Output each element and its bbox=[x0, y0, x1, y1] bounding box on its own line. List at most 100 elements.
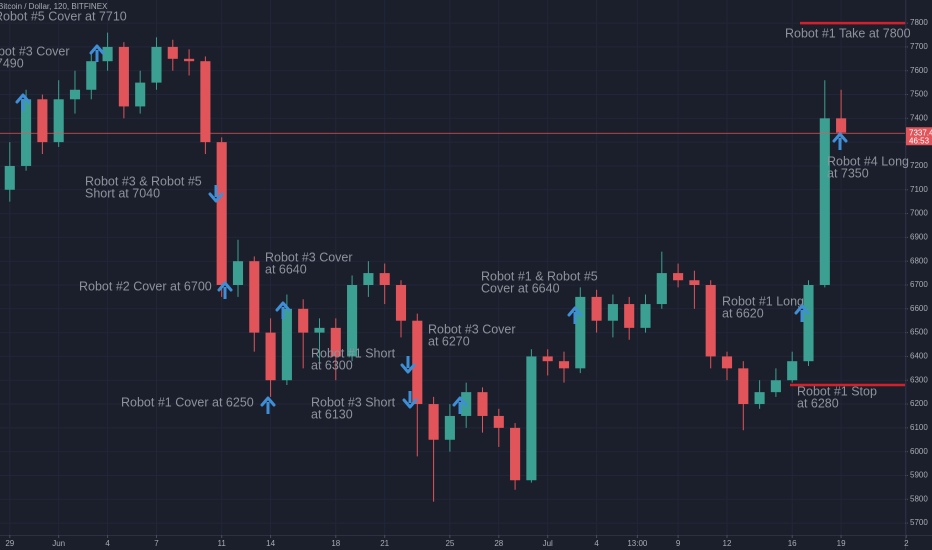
candle-body bbox=[673, 273, 684, 281]
candle-body bbox=[298, 308, 309, 333]
annotation: Robot #3 Cover bbox=[265, 250, 353, 264]
y-tick-label: 6600 bbox=[910, 304, 928, 313]
candle-body bbox=[689, 280, 700, 285]
candle-body bbox=[510, 427, 521, 481]
y-tick-label: 7400 bbox=[910, 113, 928, 122]
x-tick-label: 14 bbox=[266, 539, 275, 548]
candle-body bbox=[803, 285, 814, 362]
chart-title: Bitcoin / Dollar, 120, BITFINEX bbox=[0, 2, 108, 11]
candle-body bbox=[200, 61, 211, 143]
annotation: at 6270 bbox=[428, 334, 470, 348]
annotation: Short at 7040 bbox=[85, 186, 160, 200]
arrow-head bbox=[567, 306, 583, 317]
arrow-head bbox=[217, 281, 233, 292]
annotation: Robot #2 Cover at 6700 bbox=[79, 279, 212, 293]
candle-body bbox=[118, 46, 129, 107]
annotation: Robot #1 Long bbox=[722, 294, 804, 308]
x-tick-label: 7 bbox=[154, 539, 159, 548]
annotation: Robot #3 Cover bbox=[0, 44, 70, 58]
x-tick-label: 21 bbox=[380, 539, 389, 548]
y-tick-label: 5800 bbox=[910, 494, 928, 503]
candle-body bbox=[53, 99, 64, 143]
annotation: Robot #1 Cover at 6250 bbox=[121, 395, 254, 409]
x-tick-label: Jul bbox=[543, 539, 553, 548]
candle-body bbox=[314, 327, 325, 333]
y-tick-label: 6800 bbox=[910, 256, 928, 265]
candle-body bbox=[542, 356, 553, 362]
candle-body bbox=[819, 118, 830, 285]
candle-body bbox=[640, 304, 651, 328]
annotation: at 7350 bbox=[827, 166, 869, 180]
countdown-label: 46:53 bbox=[909, 136, 930, 145]
arrow-head bbox=[275, 301, 291, 312]
candle-body bbox=[347, 285, 358, 357]
annotation: at 6280 bbox=[797, 396, 839, 410]
candle-body bbox=[281, 308, 292, 381]
last-price-box bbox=[906, 127, 932, 146]
candle-body bbox=[575, 296, 586, 369]
candle-body bbox=[102, 46, 113, 62]
arrow-head bbox=[260, 396, 276, 407]
x-tick-label: 12 bbox=[723, 539, 732, 548]
x-tick-label: 2 bbox=[904, 539, 909, 548]
x-tick-label: 4 bbox=[594, 539, 599, 548]
candle-body bbox=[167, 46, 178, 59]
candle-body bbox=[21, 99, 32, 166]
y-tick-label: 7600 bbox=[910, 66, 928, 75]
x-tick-label: 13:00 bbox=[627, 539, 648, 548]
candle-body bbox=[249, 261, 260, 333]
x-tick-label: 4 bbox=[105, 539, 110, 548]
y-tick-label: 5700 bbox=[910, 518, 928, 527]
annotation: Robot #1 & Robot #5 bbox=[481, 269, 598, 283]
y-tick-label: 6700 bbox=[910, 280, 928, 289]
x-tick-label: 9 bbox=[676, 539, 681, 548]
candle-body bbox=[754, 392, 765, 405]
x-tick-label: 25 bbox=[445, 539, 454, 548]
candle-body bbox=[232, 261, 244, 285]
annotation: at 6300 bbox=[311, 358, 353, 372]
y-tick-label: 7700 bbox=[910, 42, 928, 51]
candle-body bbox=[86, 61, 97, 90]
candle-body bbox=[184, 58, 195, 62]
candle-body bbox=[787, 361, 798, 381]
candle-body bbox=[656, 273, 667, 305]
y-tick-label: 5900 bbox=[910, 471, 928, 480]
arrow-head bbox=[15, 93, 31, 104]
candle-body bbox=[379, 273, 390, 285]
candle-body bbox=[330, 327, 341, 357]
annotation: Robot #1 Take at 7800 bbox=[785, 26, 911, 40]
candle-body bbox=[265, 332, 276, 381]
x-tick-label: 16 bbox=[788, 539, 797, 548]
candle-body bbox=[705, 285, 716, 357]
x-tick-label: 28 bbox=[494, 539, 503, 548]
x-tick-label: 18 bbox=[331, 539, 340, 548]
candle-body bbox=[428, 404, 439, 440]
candle-body bbox=[526, 356, 537, 481]
candle-body bbox=[836, 118, 847, 133]
y-tick-label: 6400 bbox=[910, 352, 928, 361]
candle-body bbox=[37, 99, 48, 143]
candle-body bbox=[69, 89, 81, 100]
annotation: Robot #3 & Robot #5 bbox=[85, 174, 202, 188]
candle-body bbox=[738, 368, 749, 405]
annotation: Robot #3 Short bbox=[311, 395, 396, 409]
y-tick-label: 7000 bbox=[910, 209, 928, 218]
candle-body bbox=[624, 304, 635, 328]
annotation: Robot #4 Long bbox=[827, 154, 909, 168]
annotation: at 6620 bbox=[722, 306, 764, 320]
y-tick-label: 7800 bbox=[910, 18, 928, 27]
y-tick-label: 6300 bbox=[910, 375, 928, 384]
annotation: Robot #1 Short bbox=[311, 346, 396, 360]
candle-body bbox=[151, 46, 162, 83]
candle-body bbox=[395, 285, 407, 321]
y-tick-label: 7500 bbox=[910, 90, 928, 99]
annotation: at 7490 bbox=[0, 56, 24, 70]
annotation: at 6130 bbox=[311, 407, 353, 421]
annotation: Robot #1 Stop bbox=[797, 384, 877, 398]
x-tick-label: 29 bbox=[5, 539, 14, 548]
arrow-head bbox=[208, 192, 224, 203]
candle-body bbox=[4, 165, 15, 190]
x-tick-label: 11 bbox=[218, 539, 227, 548]
